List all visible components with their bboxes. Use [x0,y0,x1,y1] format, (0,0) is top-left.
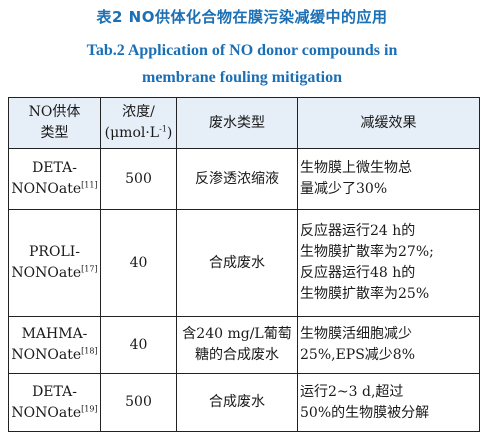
wastewater-type: 合成废水 [176,209,298,317]
header-donor-type: NO供体 类型 [8,97,101,149]
donor-name: DETA- NONOate[11] [8,148,101,210]
concentration-value: 40 [100,316,177,374]
wastewater-type: 反渗透浓缩液 [176,148,298,210]
table-row: DETA- NONOate[11] 500 反渗透浓缩液 生物膜上微生物总 量减… [8,148,480,210]
header-effect: 减缓效果 [297,97,480,149]
table-caption-en: Tab.2 Application of NO donor compounds … [0,37,484,91]
donor-name: MAHMA- NONOate[18] [8,316,101,374]
mitigation-effect: 生物膜活细胞减少 25%,EPS减少8% [297,316,480,374]
table-caption-cn: 表2 NO供体化合物在膜污染减缓中的应用 [96,8,388,26]
no-donor-table: NO供体 类型 浓度/ (μmol·L-1) 废水类型 减缓效果 DETA- N… [8,97,480,432]
concentration-value: 40 [100,209,177,317]
concentration-value: 500 [100,148,177,210]
mitigation-effect: 反应器运行24 h的 生物膜扩散率为27%; 反应器运行48 h的 生物膜扩散率… [297,209,480,317]
table-row: MAHMA- NONOate[18] 40 含240 mg/L葡萄 糖的合成废水… [8,316,480,374]
caption-en-line-2: membrane fouling mitigation [142,69,342,86]
header-wastewater-type: 废水类型 [176,97,298,149]
wastewater-type: 含240 mg/L葡萄 糖的合成废水 [176,316,298,374]
mitigation-effect: 生物膜上微生物总 量减少了30% [297,148,480,210]
mitigation-effect: 运行2~3 d,超过 50%的生物膜被分解 [297,373,480,432]
table-header-row: NO供体 类型 浓度/ (μmol·L-1) 废水类型 减缓效果 [8,97,480,149]
wastewater-type: 合成废水 [176,373,298,432]
citation-ref: [11] [81,180,98,190]
header-concentration: 浓度/ (μmol·L-1) [100,97,177,149]
donor-name: PROLI- NONOate[17] [8,209,101,317]
citation-ref: [17] [81,264,98,274]
citation-ref: [19] [81,403,98,413]
table-row: DETA- NONOate[19] 500 合成废水 运行2~3 d,超过 50… [8,373,480,432]
table-row: PROLI- NONOate[17] 40 合成废水 反应器运行24 h的 生物… [8,209,480,317]
concentration-value: 500 [100,373,177,432]
citation-ref: [18] [81,346,98,356]
caption-en-line-1: Tab.2 Application of NO donor compounds … [86,42,398,59]
donor-name: DETA- NONOate[19] [8,373,101,432]
